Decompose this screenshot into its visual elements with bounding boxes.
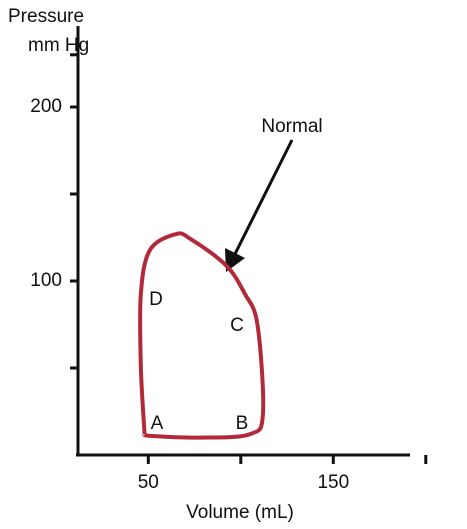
annotation: Normal bbox=[261, 116, 322, 137]
x-tick-label: 50 bbox=[138, 472, 159, 493]
y-axis-title: Pressure bbox=[8, 6, 84, 27]
pv-loop bbox=[138, 231, 266, 440]
x-axis-title: Volume (mL) bbox=[186, 502, 294, 523]
point-label: A bbox=[151, 413, 164, 434]
point-label: B bbox=[236, 413, 249, 434]
arrow bbox=[232, 139, 294, 257]
y-tick-label: 200 bbox=[30, 96, 62, 117]
y-axis-title: mm Hg bbox=[28, 35, 89, 56]
y-tick-label: 100 bbox=[30, 270, 62, 291]
point-label: D bbox=[149, 289, 163, 310]
x-tick-label: 150 bbox=[317, 472, 349, 493]
point-label: C bbox=[230, 315, 244, 336]
arrow-head bbox=[225, 248, 245, 272]
